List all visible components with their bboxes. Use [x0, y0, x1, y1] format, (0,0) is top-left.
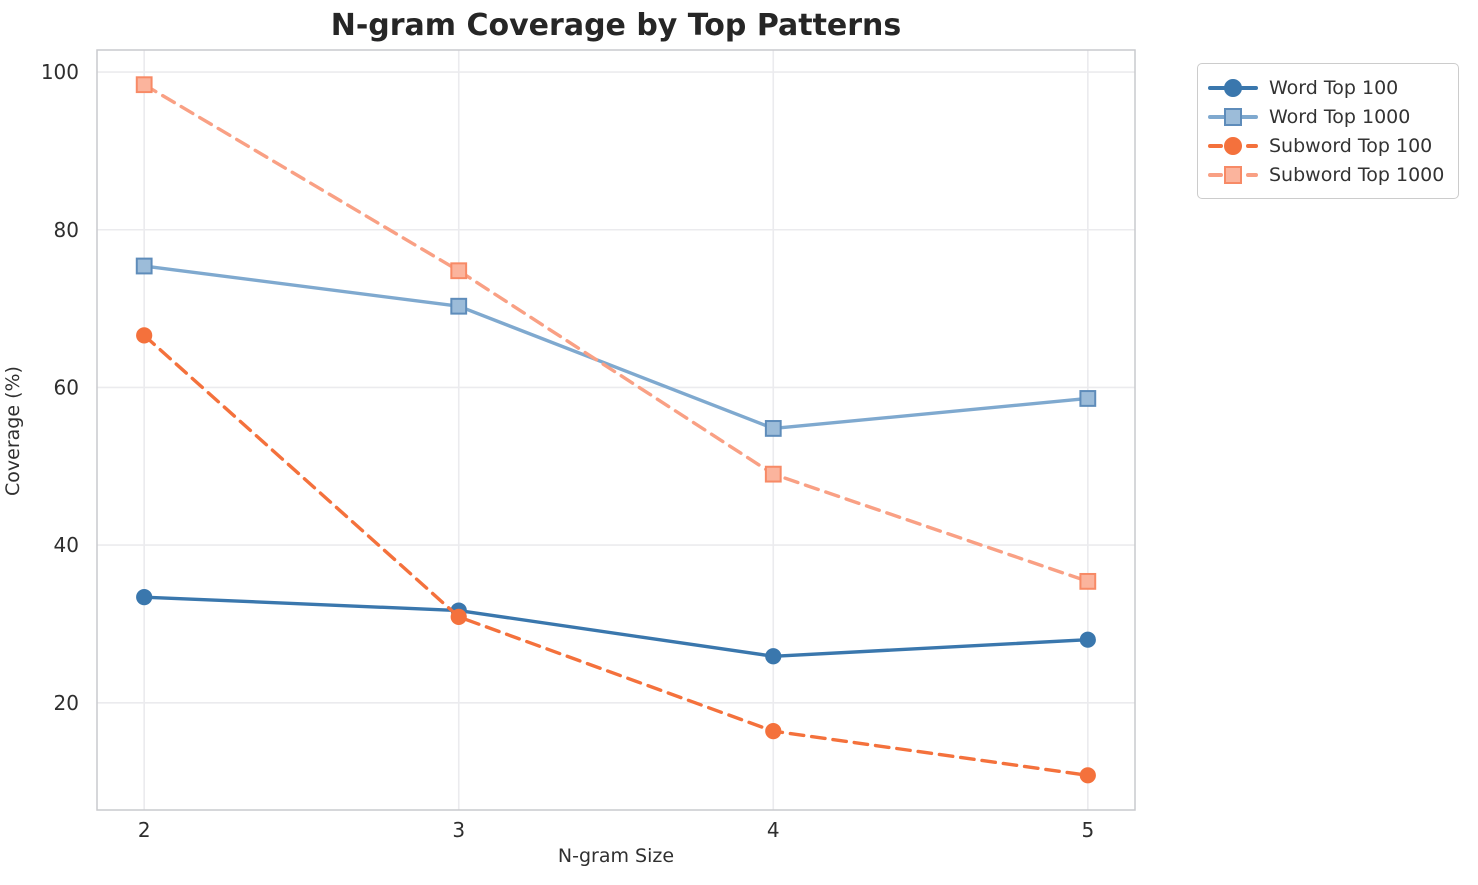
series-line-subword-top-1000: [142, 82, 1090, 584]
x-tick-label: 2: [138, 818, 151, 842]
x-tick-label: 5: [1081, 818, 1094, 842]
legend-item-subword-top-1000: Subword Top 1000: [1208, 160, 1446, 189]
x-tick-label: 4: [767, 818, 780, 842]
x-tick-label: 3: [452, 818, 465, 842]
legend: Word Top 100 Word Top 1000 Subword Top 100…: [1197, 63, 1459, 199]
data-point-subword-top-100: [765, 723, 782, 740]
data-point-subword-top-1000: [764, 465, 782, 483]
data-point-word-top-100: [136, 589, 153, 606]
data-point-subword-top-1000: [1079, 572, 1097, 590]
legend-item-word-top-100: Word Top 100: [1208, 73, 1446, 102]
series-line-word-top-1000: [142, 264, 1090, 431]
chart-title: N-gram Coverage by Top Patterns: [330, 8, 902, 43]
y-tick-label: 60: [54, 375, 79, 399]
series-line-subword-top-100: [142, 333, 1090, 778]
data-point-subword-top-100: [450, 608, 467, 625]
data-point-word-top-100: [765, 648, 782, 665]
legend-label-word-top-100: Word Top 100: [1269, 76, 1399, 99]
legend-label-word-top-1000: Word Top 1000: [1269, 105, 1411, 128]
legend-item-subword-top-100: Subword Top 100: [1208, 131, 1446, 160]
y-tick-label: 20: [54, 691, 79, 715]
series-line-word-top-100: [142, 595, 1090, 658]
data-point-word-top-100: [1079, 631, 1096, 648]
y-tick-label: 40: [54, 533, 79, 557]
data-point-word-top-1000: [450, 297, 468, 315]
data-point-word-top-1000: [135, 257, 153, 275]
data-point-word-top-1000: [764, 420, 782, 437]
y-tick-label: 80: [54, 218, 79, 242]
legend-label-subword-top-1000: Subword Top 1000: [1269, 163, 1445, 186]
plot-background: [97, 50, 1135, 810]
legend-marker-icon: [1208, 107, 1258, 126]
data-point-subword-top-100: [1079, 767, 1096, 784]
data-point-subword-top-100: [136, 327, 153, 344]
x-axis-label: N-gram Size: [557, 845, 675, 867]
legend-marker-icon: [1208, 136, 1258, 155]
legend-label-subword-top-100: Subword Top 100: [1269, 134, 1433, 157]
y-tick-label: 100: [41, 60, 79, 84]
data-point-word-top-1000: [1079, 390, 1097, 407]
data-point-subword-top-1000: [450, 262, 468, 280]
data-point-subword-top-1000: [135, 76, 153, 94]
legend-marker-icon: [1208, 78, 1258, 97]
legend-marker-icon: [1208, 165, 1258, 184]
y-axis-label: Coverage (%): [2, 366, 24, 496]
legend-item-word-top-1000: Word Top 1000: [1208, 102, 1446, 131]
axes-spines: [96, 49, 1136, 811]
